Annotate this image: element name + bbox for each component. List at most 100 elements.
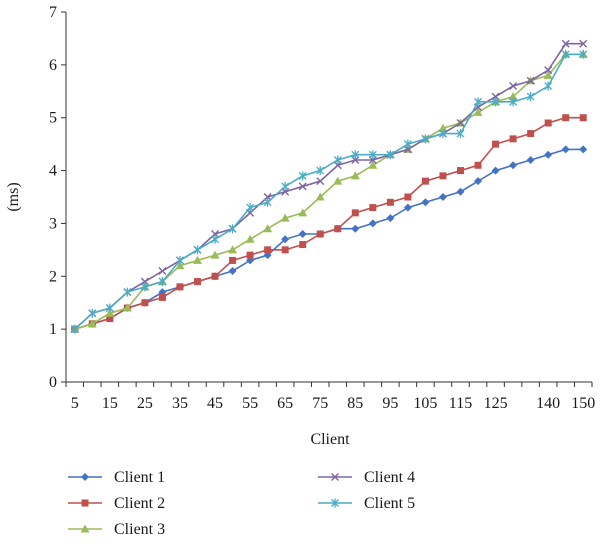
data-point — [544, 81, 553, 91]
y-tick-label: 2 — [49, 268, 57, 285]
data-point — [229, 256, 237, 264]
data-point — [333, 155, 342, 165]
data-point — [70, 324, 79, 334]
x-axis-label: Client — [310, 431, 350, 448]
data-point — [245, 234, 255, 243]
legend-item: Client 5 — [318, 495, 415, 512]
data-point — [421, 198, 430, 207]
data-point — [351, 150, 360, 160]
data-point — [509, 161, 518, 170]
data-point — [474, 97, 482, 107]
legend-item: Client 3 — [68, 521, 165, 538]
series-line — [74, 116, 584, 330]
data-point — [508, 92, 518, 101]
x-tick-label: 15 — [102, 395, 118, 412]
data-point — [228, 267, 237, 275]
data-point — [281, 235, 290, 244]
x-tick-label: 95 — [382, 395, 398, 412]
data-point — [544, 150, 553, 159]
data-point — [579, 145, 588, 154]
data-point — [386, 198, 394, 206]
data-point — [561, 145, 570, 154]
y-tick-label: 1 — [49, 321, 57, 338]
data-point — [526, 76, 535, 85]
data-point — [369, 204, 377, 212]
data-point — [298, 171, 307, 181]
x-tick-label: 55 — [242, 395, 258, 412]
data-point — [299, 241, 307, 249]
data-point — [509, 135, 517, 143]
data-point — [158, 277, 167, 287]
y-tick-label: 7 — [49, 4, 57, 21]
data-point — [334, 225, 342, 233]
legend-label: Client 2 — [114, 495, 165, 512]
series-line — [74, 53, 584, 330]
data-point — [579, 49, 588, 59]
data-point — [403, 203, 412, 212]
data-point — [456, 187, 465, 196]
y-tick-label: 3 — [49, 215, 57, 232]
data-point — [561, 39, 570, 48]
data-point — [474, 161, 482, 169]
data-point — [492, 140, 500, 148]
legend-label: Client 5 — [364, 495, 415, 512]
data-point — [176, 283, 184, 291]
series-5 — [70, 49, 588, 334]
data-point — [544, 119, 552, 127]
data-point — [368, 150, 377, 160]
legend-marker — [81, 473, 89, 481]
data-point — [263, 224, 273, 233]
series-4 — [70, 39, 588, 334]
legend-label: Client 1 — [114, 469, 165, 486]
data-point — [106, 315, 114, 323]
data-point — [176, 255, 184, 265]
data-point — [175, 261, 185, 270]
x-tick-label: 125 — [484, 395, 508, 412]
data-point — [246, 203, 255, 213]
data-point — [404, 193, 412, 201]
data-point — [527, 130, 535, 138]
data-point — [438, 193, 447, 201]
data-point — [457, 167, 464, 175]
data-point — [123, 287, 132, 297]
data-point — [438, 123, 448, 132]
data-point — [140, 282, 149, 292]
legend-marker — [80, 524, 90, 533]
x-tick-label: 150 — [571, 395, 595, 412]
data-point — [526, 92, 535, 102]
data-point — [509, 82, 518, 90]
data-point — [228, 245, 238, 254]
y-axis-label: (ms) — [5, 182, 22, 211]
data-point — [228, 224, 237, 234]
data-point — [105, 308, 115, 317]
series-line — [74, 42, 584, 330]
x-tick-label: 140 — [536, 395, 560, 412]
x-tick-label: 85 — [347, 395, 363, 412]
data-point — [439, 172, 447, 180]
x-tick-label: 35 — [172, 395, 188, 412]
data-point — [298, 208, 308, 217]
data-point — [561, 49, 570, 59]
axes — [65, 12, 592, 383]
data-point — [351, 224, 360, 233]
x-ticks: 5 15 25 35 45 55 65 75 85 95 105 115 125 140 150 — [65, 382, 595, 412]
y-tick-label: 0 — [49, 374, 57, 391]
legend: Client 1 Client 2 Client 3 Client 4 Client 5 — [68, 469, 415, 538]
data-point — [316, 230, 324, 238]
data-point — [456, 129, 465, 139]
data-point — [246, 251, 254, 259]
legend-label: Client 4 — [364, 469, 415, 486]
data-point — [491, 166, 500, 175]
legend-label: Client 3 — [114, 521, 165, 538]
series-group — [70, 39, 588, 334]
data-point — [141, 299, 149, 307]
data-point — [439, 129, 447, 139]
data-point — [194, 278, 201, 286]
data-point — [544, 66, 553, 75]
legend-marker — [81, 499, 89, 507]
data-point — [264, 246, 272, 254]
y-tick-label: 4 — [49, 163, 57, 180]
data-point — [263, 197, 272, 207]
legend-item: Client 4 — [318, 469, 415, 486]
data-point — [368, 219, 377, 228]
